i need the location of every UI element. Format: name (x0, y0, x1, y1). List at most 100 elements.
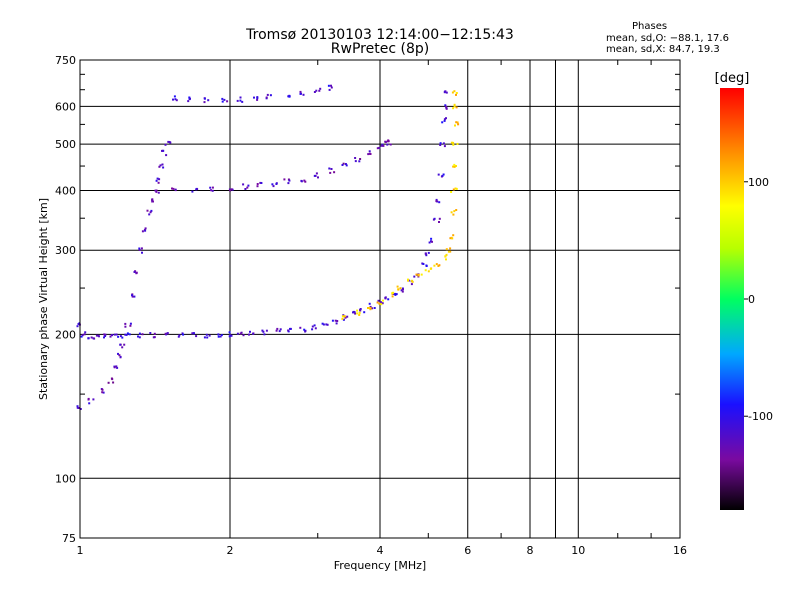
data-point (363, 311, 366, 314)
data-point (424, 252, 427, 255)
data-point (141, 251, 143, 254)
data-point (358, 311, 361, 314)
data-point (119, 335, 122, 338)
data-point (421, 262, 424, 265)
data-point (81, 334, 84, 337)
data-point (452, 188, 455, 191)
data-point (302, 93, 305, 96)
data-point (397, 288, 400, 291)
data-point (452, 165, 455, 168)
data-point (452, 141, 455, 144)
data-point (151, 200, 154, 203)
data-point (384, 296, 387, 299)
data-point (171, 187, 173, 190)
data-point (79, 408, 82, 410)
data-point (443, 145, 446, 148)
data-point (380, 303, 383, 306)
data-point (265, 329, 268, 332)
data-point (381, 302, 384, 305)
data-point (118, 354, 121, 357)
data-point (328, 88, 331, 91)
data-point (455, 106, 458, 109)
data-point (369, 305, 372, 308)
data-point (311, 325, 314, 328)
data-point (341, 317, 344, 320)
data-point (228, 331, 231, 334)
data-point (457, 123, 460, 126)
data-point (124, 333, 127, 336)
data-point (381, 299, 384, 302)
data-point (165, 154, 168, 157)
x-tick-label: 6 (464, 544, 471, 557)
data-point (344, 316, 347, 319)
data-point (325, 323, 328, 326)
data-point (156, 177, 159, 180)
data-point (205, 333, 208, 336)
data-point (328, 167, 331, 170)
data-point (157, 191, 160, 194)
data-point (126, 332, 129, 335)
data-point (162, 149, 165, 152)
data-point (313, 324, 316, 327)
data-point (367, 153, 370, 156)
data-point (447, 250, 450, 253)
data-point (129, 324, 132, 327)
data-point (299, 90, 302, 93)
data-point (137, 335, 139, 338)
y-axis-ticks: 75 100 200 300 400 500 600 750 (55, 54, 680, 545)
data-point (353, 311, 356, 314)
data-point (373, 307, 376, 309)
data-point (321, 322, 324, 325)
data-point (450, 211, 453, 214)
data-point (438, 264, 441, 267)
data-point (378, 302, 381, 305)
data-point (248, 333, 250, 336)
data-point (162, 166, 165, 169)
y-tick-label: 500 (55, 138, 76, 151)
data-point (330, 84, 332, 87)
data-point (410, 283, 413, 286)
data-point (256, 96, 259, 99)
y-tick-label: 200 (55, 328, 76, 341)
data-point (95, 334, 98, 337)
data-point (303, 179, 306, 182)
data-point (88, 402, 91, 405)
data-point (76, 325, 79, 328)
data-point (117, 352, 119, 355)
data-point (217, 335, 220, 338)
data-point (249, 330, 251, 333)
data-point (174, 98, 177, 101)
data-point (452, 107, 455, 110)
data-point (146, 209, 149, 212)
data-point (441, 174, 444, 177)
data-point (181, 332, 184, 335)
data-point (315, 172, 318, 175)
data-point (314, 327, 317, 330)
data-point (453, 90, 456, 93)
data-point (230, 334, 233, 337)
data-point (407, 278, 409, 281)
x-tick-label: 1 (77, 544, 84, 557)
data-point (452, 234, 455, 237)
data-point (167, 140, 170, 143)
data-point (87, 398, 90, 401)
data-point (322, 323, 325, 326)
data-point (415, 273, 418, 276)
data-point (391, 295, 394, 298)
data-point (384, 141, 387, 143)
data-point (454, 187, 457, 190)
data-point (221, 100, 224, 103)
data-point (242, 183, 245, 186)
data-point (178, 334, 181, 337)
data-point (425, 264, 428, 267)
data-point (188, 96, 191, 99)
data-point (371, 307, 374, 310)
data-point (138, 332, 141, 335)
data-point (141, 333, 144, 336)
data-point (279, 328, 282, 331)
data-point (144, 229, 147, 232)
data-point (151, 198, 154, 201)
data-point (107, 381, 110, 384)
data-point (377, 299, 380, 302)
x-tick-label: 10 (571, 544, 585, 557)
